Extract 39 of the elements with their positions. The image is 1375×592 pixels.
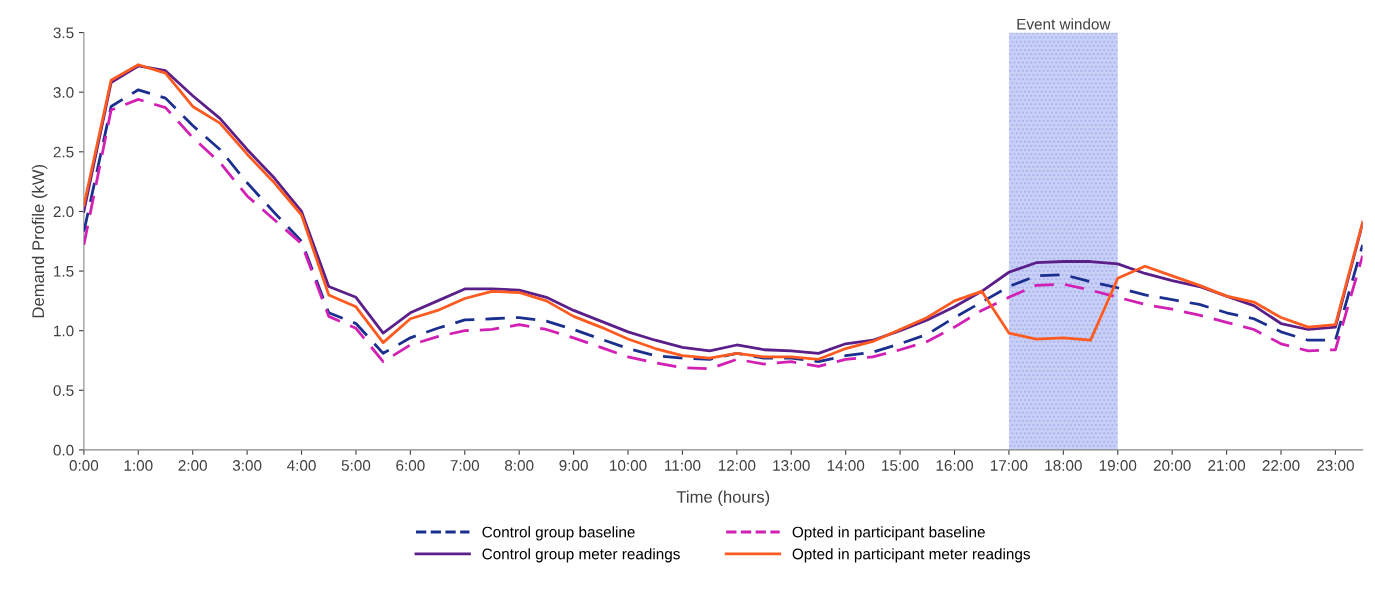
- x-tick-label: 8:00: [504, 460, 534, 471]
- y-tick-label: 0.0: [53, 444, 74, 456]
- x-tick-label: 3:00: [232, 460, 262, 471]
- legend-label: Opted in participant baseline: [792, 526, 985, 541]
- x-axis-title: Time (hours): [676, 490, 770, 507]
- y-tick-label: 3.5: [53, 27, 74, 39]
- x-tick-label: 13:00: [773, 460, 810, 471]
- x-tick-label: 4:00: [287, 460, 316, 471]
- x-tick-label: 0:00: [69, 460, 99, 471]
- x-tick-label: 21:00: [1208, 460, 1246, 471]
- x-tick-label: 18:00: [1045, 460, 1082, 471]
- y-axis-title: Demand Profile (kW): [31, 164, 48, 318]
- y-tick-label: 0.5: [53, 385, 74, 396]
- x-tick-label: 1:00: [124, 460, 153, 471]
- x-tick-label: 23:00: [1317, 460, 1354, 471]
- y-tick-label: 2.5: [53, 146, 74, 158]
- x-tick-label: 19:00: [1099, 460, 1137, 471]
- x-tick-label: 20:00: [1153, 460, 1191, 471]
- x-tick-label: 2:00: [178, 460, 207, 471]
- x-tick-label: 9:00: [559, 460, 588, 471]
- x-tick-label: 7:00: [450, 460, 480, 471]
- y-tick-label: 3.0: [53, 87, 74, 98]
- x-tick-label: 12:00: [718, 460, 756, 471]
- legend-label: Opted in participant meter readings: [792, 548, 1030, 563]
- x-tick-label: 22:00: [1262, 460, 1300, 471]
- y-tick-label: 1.0: [54, 325, 74, 337]
- x-tick-label: 15:00: [882, 460, 919, 471]
- x-tick-label: 16:00: [936, 460, 974, 471]
- y-tick-label: 2.0: [53, 206, 74, 218]
- x-tick-label: 11:00: [665, 460, 701, 471]
- band-label: Event window: [1017, 18, 1111, 30]
- legend-label: Control group meter readings: [482, 548, 680, 563]
- y-tick-label: 1.5: [54, 266, 74, 277]
- x-tick-label: 6:00: [396, 460, 425, 471]
- x-tick-label: 5:00: [341, 460, 371, 471]
- x-tick-label: 14:00: [827, 460, 865, 471]
- x-tick-label: 17:00: [990, 460, 1028, 471]
- legend-label: Control group baseline: [482, 526, 635, 541]
- x-tick-label: 10:00: [610, 460, 647, 471]
